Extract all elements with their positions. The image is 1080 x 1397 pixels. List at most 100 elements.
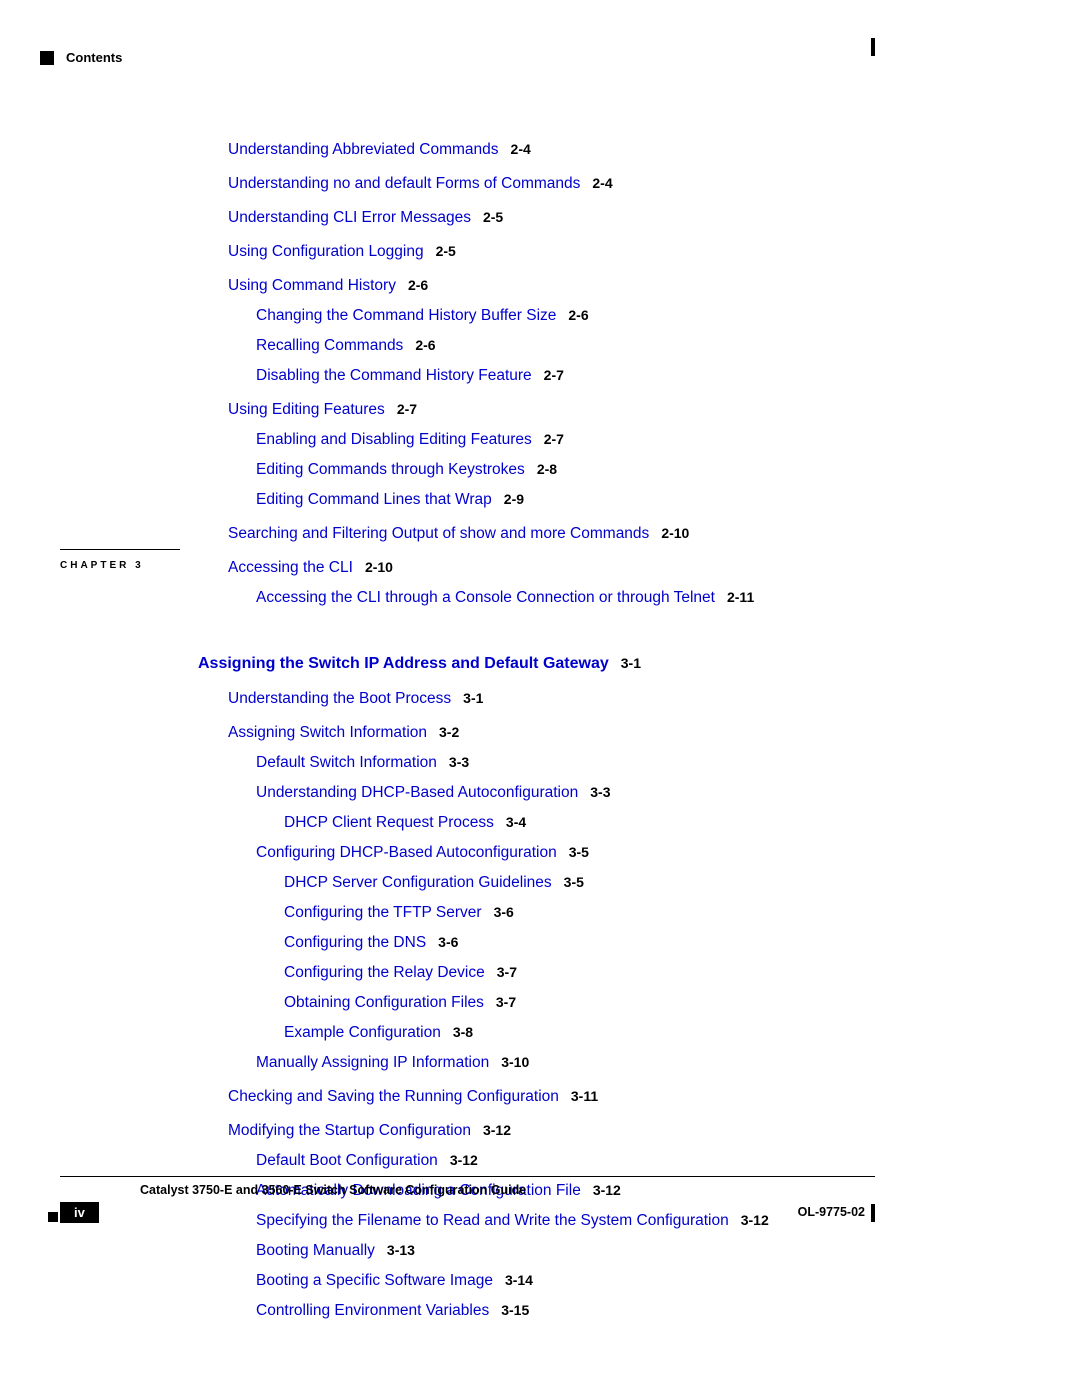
toc-link[interactable]: Accessing the CLI [228, 559, 353, 576]
footer-guide-title: Catalyst 3750-E and 3560-E Switch Softwa… [140, 1183, 526, 1197]
toc-entry: Accessing the CLI through a Console Conn… [256, 586, 980, 610]
toc-link[interactable]: Controlling Environment Variables [256, 1302, 489, 1319]
toc-entry: Enabling and Disabling Editing Features 2… [256, 428, 980, 452]
toc-link[interactable]: Default Boot Configuration [256, 1152, 438, 1169]
toc-page-ref: 3-10 [501, 1054, 529, 1070]
chapter-title-row: Assigning the Switch IP Address and Defa… [198, 652, 980, 677]
toc-link[interactable]: Understanding the Boot Process [228, 690, 451, 707]
toc-link[interactable]: Assigning Switch Information [228, 724, 427, 741]
toc-entry: DHCP Server Configuration Guidelines 3-5 [284, 871, 980, 895]
chapter-title[interactable]: Assigning the Switch IP Address and Defa… [198, 655, 609, 672]
toc-page-ref: 3-3 [590, 784, 610, 800]
toc-page-ref: 3-1 [463, 690, 483, 706]
toc-page-ref: 2-6 [408, 277, 428, 293]
toc-link[interactable]: Understanding DHCP-Based Autoconfigurati… [256, 784, 578, 801]
toc-page-ref: 3-5 [564, 874, 584, 890]
toc-entry: Default Switch Information3-3 [256, 751, 980, 775]
toc-entry: Changing the Command History Buffer Size… [256, 304, 980, 328]
header-marker-icon [40, 51, 54, 65]
toc-link[interactable]: Booting Manually [256, 1242, 375, 1259]
toc-page-ref: 2-11 [727, 589, 754, 605]
toc-entry: Controlling Environment Variables3-15 [256, 1299, 980, 1323]
toc-link[interactable]: Using Command History [228, 277, 396, 294]
toc-link[interactable]: Understanding Abbreviated Commands [228, 141, 499, 158]
toc-entry: Assigning Switch Information 3-2 [228, 721, 980, 745]
toc-link[interactable]: DHCP Server Configuration Guidelines [284, 874, 552, 891]
toc-entry: Default Boot Configuration 3-12 [256, 1149, 980, 1173]
toc-link[interactable]: Booting a Specific Software Image [256, 1272, 493, 1289]
toc-link[interactable]: Accessing the CLI through a Console Conn… [256, 589, 715, 606]
crop-mark [871, 1204, 875, 1222]
toc-link[interactable]: DHCP Client Request Process [284, 814, 494, 831]
toc-page-ref: 3-14 [505, 1272, 533, 1288]
toc-link[interactable]: Specifying the Filename to Read and Writ… [256, 1212, 729, 1229]
toc-entry: DHCP Client Request Process3-4 [284, 811, 980, 835]
toc-link[interactable]: Obtaining Configuration Files [284, 994, 484, 1011]
toc-entry: Recalling Commands 2-6 [256, 334, 980, 358]
header-label: Contents [66, 50, 122, 65]
toc-link[interactable]: Configuring DHCP-Based Autoconfiguration [256, 844, 557, 861]
toc-entry: Configuring the TFTP Server 3-6 [284, 901, 980, 925]
toc-page-ref: 3-2 [439, 724, 459, 740]
chapter-label: CHAPTER 3 [60, 560, 144, 571]
toc-entry: Using Command History 2-6 [228, 274, 980, 298]
toc-link[interactable]: Example Configuration [284, 1024, 441, 1041]
toc-entry: Understanding Abbreviated Commands 2-4 [228, 138, 980, 162]
toc-link[interactable]: Default Switch Information [256, 754, 437, 771]
toc-entry: Checking and Saving the Running Configur… [228, 1085, 980, 1109]
toc-entry: Configuring the DNS3-6 [284, 931, 980, 955]
toc-link[interactable]: Understanding no and default Forms of Co… [228, 175, 580, 192]
toc-link[interactable]: Changing the Command History Buffer Size [256, 307, 556, 324]
toc-entry: Understanding CLI Error Messages 2-5 [228, 206, 980, 230]
toc-link[interactable]: Configuring the Relay Device [284, 964, 485, 981]
toc-page-ref: 3-5 [569, 844, 589, 860]
toc-link[interactable]: Configuring the TFTP Server [284, 904, 482, 921]
toc-entry: Booting a Specific Software Image 3-14 [256, 1269, 980, 1293]
toc-page-ref: 2-4 [511, 141, 531, 157]
toc-page-ref: 2-9 [504, 491, 524, 507]
toc-page-ref: 3-12 [450, 1152, 478, 1168]
toc-page-ref: 3-12 [741, 1212, 769, 1228]
page-header: Contents [40, 50, 1040, 65]
toc-entry: Editing Commands through Keystrokes 2-8 [256, 458, 980, 482]
toc-entry: Configuring DHCP-Based Autoconfiguration… [256, 841, 980, 865]
toc-link[interactable]: Understanding CLI Error Messages [228, 209, 471, 226]
toc-entry: Editing Command Lines that Wrap 2-9 [256, 488, 980, 512]
toc-link[interactable]: Configuring the DNS [284, 934, 426, 951]
toc-page-ref: 2-5 [483, 209, 503, 225]
toc-entry: Disabling the Command History Feature2-7 [256, 364, 980, 388]
toc-link[interactable]: Editing Command Lines that Wrap [256, 491, 492, 508]
toc-page-ref: 3-6 [494, 904, 514, 920]
toc-page-ref: 2-10 [365, 559, 393, 575]
toc-link[interactable]: Disabling the Command History Feature [256, 367, 532, 384]
toc-page-ref: 2-4 [592, 175, 612, 191]
toc-page-ref: 3-12 [483, 1122, 511, 1138]
toc-link[interactable]: Using Configuration Logging [228, 243, 424, 260]
toc-link[interactable]: Modifying the Startup Configuration [228, 1122, 471, 1139]
toc-page-ref: 3-1 [621, 655, 641, 671]
toc-link[interactable]: Searching and Filtering Output of show a… [228, 525, 649, 542]
toc-page-ref: 2-7 [544, 431, 564, 447]
toc-entry: Accessing the CLI 2-10 [228, 556, 980, 580]
toc-content: Understanding Abbreviated Commands2-4Und… [228, 138, 980, 1329]
toc-entry: Manually Assigning IP Information 3-10 [256, 1051, 980, 1075]
toc-page-ref: 3-7 [497, 964, 517, 980]
toc-entry: Searching and Filtering Output of show a… [228, 522, 980, 546]
toc-entry: Obtaining Configuration Files3-7 [284, 991, 980, 1015]
toc-link[interactable]: Manually Assigning IP Information [256, 1054, 489, 1071]
toc-page-ref: 2-6 [568, 307, 588, 323]
toc-page-ref: 2-8 [537, 461, 557, 477]
doc-id: OL-9775-02 [798, 1205, 865, 1219]
toc-page-ref: 2-6 [415, 337, 435, 353]
toc-entry: Using Editing Features2-7 [228, 398, 980, 422]
footer-rule [60, 1176, 875, 1177]
toc-page-ref: 3-13 [387, 1242, 415, 1258]
toc-link[interactable]: Recalling Commands [256, 337, 403, 354]
toc-link[interactable]: Editing Commands through Keystrokes [256, 461, 525, 478]
toc-link[interactable]: Checking and Saving the Running Configur… [228, 1088, 559, 1105]
toc-entry: Modifying the Startup Configuration 3-12 [228, 1119, 980, 1143]
toc-link[interactable]: Using Editing Features [228, 401, 385, 418]
toc-entry: Example Configuration3-8 [284, 1021, 980, 1045]
toc-entry: Understanding no and default Forms of Co… [228, 172, 980, 196]
toc-link[interactable]: Enabling and Disabling Editing Features [256, 431, 532, 448]
